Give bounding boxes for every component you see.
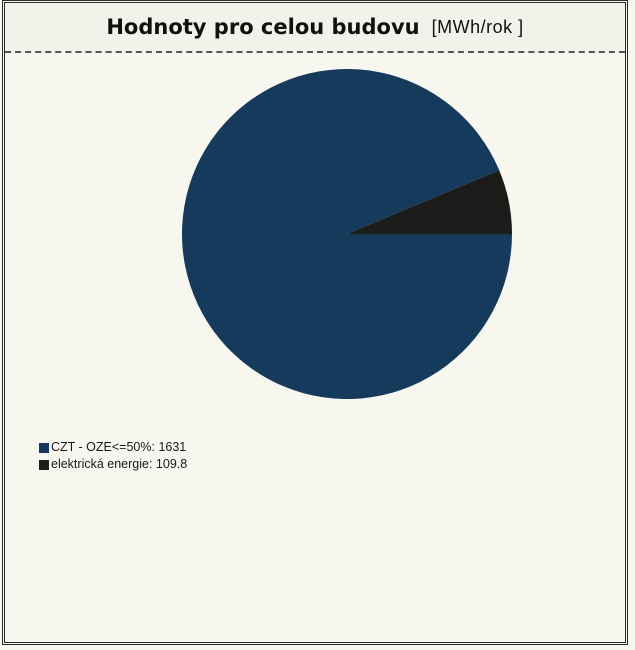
chart-legend: CZT - OZE<=50%: 1631 elektrická energie:…: [39, 439, 187, 473]
legend-swatch-czt: [39, 442, 49, 453]
legend-item-czt: CZT - OZE<=50%: 1631: [39, 439, 187, 456]
pie-chart: [181, 69, 512, 399]
chart-header: Hodnoty pro celou budovu [MWh/rok ]: [5, 3, 625, 53]
chart-unit: [MWh/rok ]: [431, 16, 524, 37]
legend-item-electric: elektrická energie: 109.8: [39, 456, 187, 473]
chart-title: Hodnoty pro celou budovu: [106, 15, 420, 39]
legend-swatch-electric: [39, 459, 49, 470]
pie-slice-electric: [347, 170, 512, 234]
legend-label-czt: CZT - OZE<=50%: 1631: [51, 440, 187, 454]
pie-slices: [181, 69, 512, 399]
legend-label-electric: elektrická energie: 109.8: [51, 457, 188, 471]
chart-frame: Hodnoty pro celou budovu [MWh/rok ] CZT …: [2, 0, 628, 645]
